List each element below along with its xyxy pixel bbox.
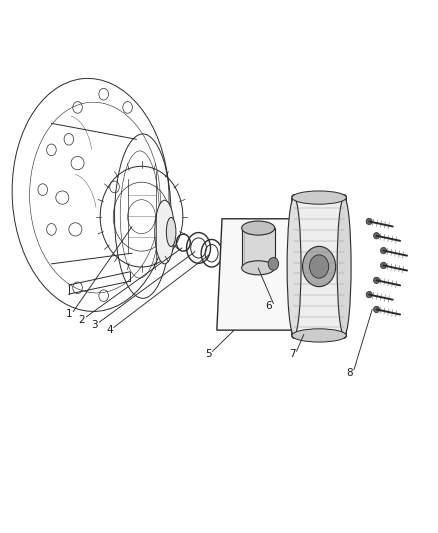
Text: 7: 7 — [289, 349, 295, 359]
Text: 3: 3 — [92, 320, 98, 330]
Ellipse shape — [166, 217, 176, 247]
Text: 8: 8 — [346, 368, 353, 377]
Ellipse shape — [366, 292, 372, 298]
Ellipse shape — [292, 191, 346, 204]
Ellipse shape — [292, 329, 346, 342]
Polygon shape — [217, 219, 307, 330]
Text: 6: 6 — [266, 301, 272, 311]
Ellipse shape — [242, 221, 275, 235]
Circle shape — [268, 257, 279, 270]
Text: 1: 1 — [66, 309, 72, 319]
Ellipse shape — [366, 218, 372, 224]
Text: 2: 2 — [78, 314, 85, 325]
Ellipse shape — [374, 306, 380, 313]
Ellipse shape — [155, 200, 174, 264]
Text: 5: 5 — [205, 349, 212, 359]
Ellipse shape — [374, 277, 380, 284]
FancyBboxPatch shape — [242, 228, 275, 268]
Circle shape — [310, 255, 328, 278]
Ellipse shape — [381, 247, 387, 254]
Ellipse shape — [374, 232, 380, 239]
Circle shape — [303, 246, 336, 287]
Ellipse shape — [337, 198, 351, 335]
Text: 4: 4 — [106, 325, 113, 335]
FancyBboxPatch shape — [292, 195, 346, 338]
Ellipse shape — [242, 261, 275, 275]
Ellipse shape — [381, 262, 387, 269]
Ellipse shape — [287, 198, 301, 335]
